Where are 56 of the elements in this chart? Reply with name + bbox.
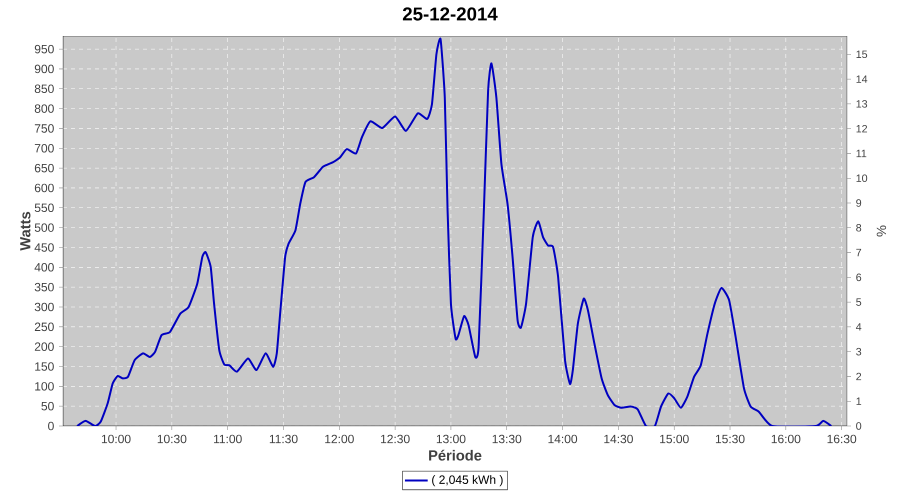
- x-tick-label: 13:00: [436, 434, 466, 444]
- y2-tick-label: 3: [856, 348, 862, 356]
- x-tick-label: 12:00: [325, 434, 354, 444]
- x-tick-label: 10:30: [158, 434, 186, 444]
- y-tick-label: 500: [34, 223, 54, 232]
- y-tick-label: 550: [34, 204, 54, 212]
- x-tick-label: 15:30: [716, 434, 745, 444]
- y2-tick-label: 7: [856, 248, 862, 256]
- y-tick-label: 450: [34, 243, 54, 252]
- y-tick-label: 400: [34, 263, 54, 272]
- x-tick-label: 11:00: [214, 434, 242, 444]
- y2-tick-label: 6: [856, 274, 862, 282]
- y2-tick-label: 4: [856, 323, 862, 331]
- y-tick-label: 100: [35, 382, 54, 391]
- y-tick-label: 950: [34, 44, 54, 54]
- x-tick-label: 14:00: [548, 434, 578, 444]
- y2-tick-label: 9: [856, 199, 862, 207]
- y-tick-label: 800: [34, 104, 54, 113]
- y-tick-label: 750: [34, 124, 54, 133]
- x-tick-label: 10:00: [102, 434, 131, 444]
- x-tick-label: 13:30: [492, 434, 522, 444]
- y2-tick-label: 10: [856, 174, 868, 182]
- y-tick-label: 700: [34, 144, 54, 153]
- y-axis-title: Watts: [20, 212, 30, 251]
- y-tick-label: 150: [35, 362, 54, 371]
- x-tick-label: 11:30: [270, 434, 298, 444]
- x-tick-label: 16:30: [828, 434, 856, 444]
- y2-tick-label: 11: [856, 150, 866, 158]
- y2-axis-title: %: [876, 226, 886, 236]
- y-tick-label: 600: [34, 184, 54, 192]
- legend-label: ( 2,045 kWh ): [432, 475, 503, 486]
- y-tick-label: 650: [34, 164, 54, 172]
- y-tick-label: 0: [48, 422, 54, 430]
- y-tick-label: 200: [34, 342, 54, 351]
- y2-tick-label: 12: [856, 124, 868, 132]
- line-series: [76, 38, 832, 426]
- y2-tick-label: 8: [856, 224, 862, 232]
- y2-tick-label: 1: [856, 398, 862, 405]
- x-axis-title: Période: [429, 450, 482, 461]
- x-tick-label: 14:30: [604, 434, 633, 444]
- y-tick-label: 50: [41, 402, 54, 410]
- y2-tick-label: 14: [856, 75, 868, 83]
- y2-tick-label: 0: [856, 422, 862, 430]
- y2-tick-label: 2: [856, 372, 862, 380]
- y-tick-label: 900: [34, 64, 54, 74]
- y-tick-label: 850: [34, 84, 54, 94]
- y2-tick-label: 15: [856, 50, 868, 58]
- x-tick-label: 16:00: [772, 434, 800, 444]
- x-tick-label: 15:00: [660, 434, 689, 444]
- y-tick-label: 250: [34, 322, 54, 332]
- y2-tick-label: 13: [856, 100, 868, 108]
- y-tick-label: 300: [34, 302, 54, 312]
- y2-tick-label: 5: [856, 298, 862, 306]
- y-tick-label: 350: [34, 282, 54, 292]
- chart-title: 25-12-2014: [402, 7, 498, 21]
- x-tick-label: 12:30: [381, 434, 410, 444]
